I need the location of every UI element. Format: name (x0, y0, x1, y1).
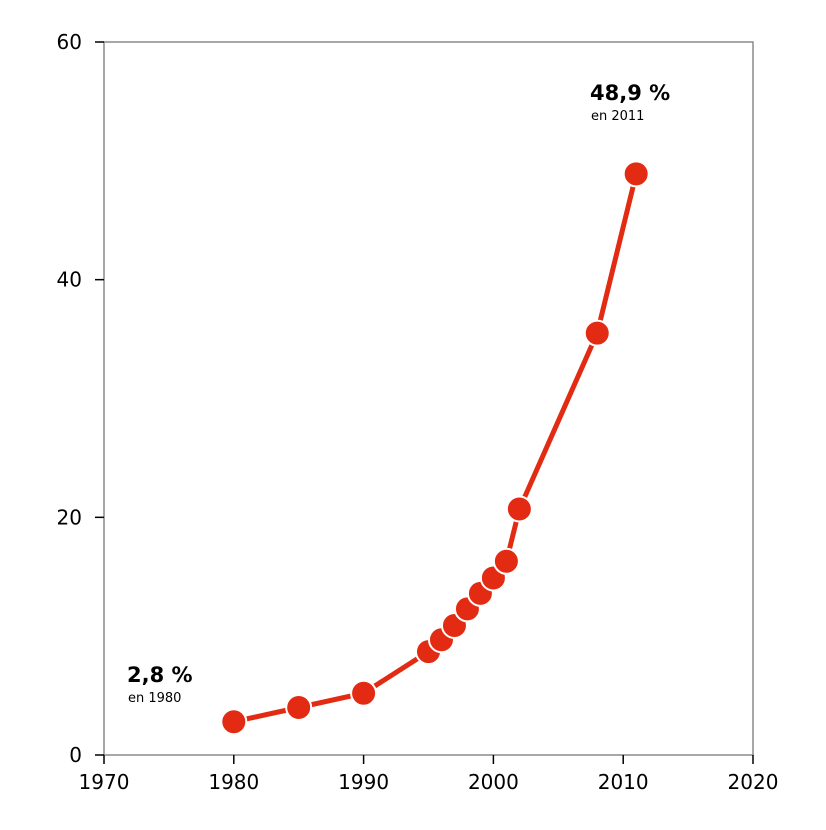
data-point (350, 679, 378, 707)
x-tick-label: 1970 (79, 770, 130, 794)
data-point (285, 693, 313, 721)
annotation-subtext: en 1980 (128, 691, 181, 706)
plot-frame (103, 41, 754, 756)
y-tick-label: 0 (69, 743, 82, 767)
data-point (220, 708, 248, 736)
x-tick-label: 1980 (208, 770, 259, 794)
annotation-subtext: en 2011 (591, 109, 644, 124)
x-tick-label: 2000 (468, 770, 519, 794)
data-point (583, 319, 611, 347)
annotations: 2,8 % en 1980 48,9 % en 2011 (127, 81, 670, 706)
annotation-value: 2,8 % (127, 663, 193, 687)
y-tick-label: 40 (57, 268, 82, 292)
axes: 0 20 40 60 1970 1980 1990 2000 2010 2020 (57, 30, 779, 794)
data-point (622, 160, 650, 188)
data-point (492, 547, 520, 575)
x-tick-label: 1990 (338, 770, 389, 794)
series-layer (220, 160, 650, 736)
y-tick-label: 20 (57, 505, 82, 529)
x-tick-label: 2010 (598, 770, 649, 794)
annotation-value: 48,9 % (590, 81, 670, 105)
y-tick-label: 60 (57, 30, 82, 54)
x-tick-label: 2020 (728, 770, 779, 794)
data-point (505, 495, 533, 523)
